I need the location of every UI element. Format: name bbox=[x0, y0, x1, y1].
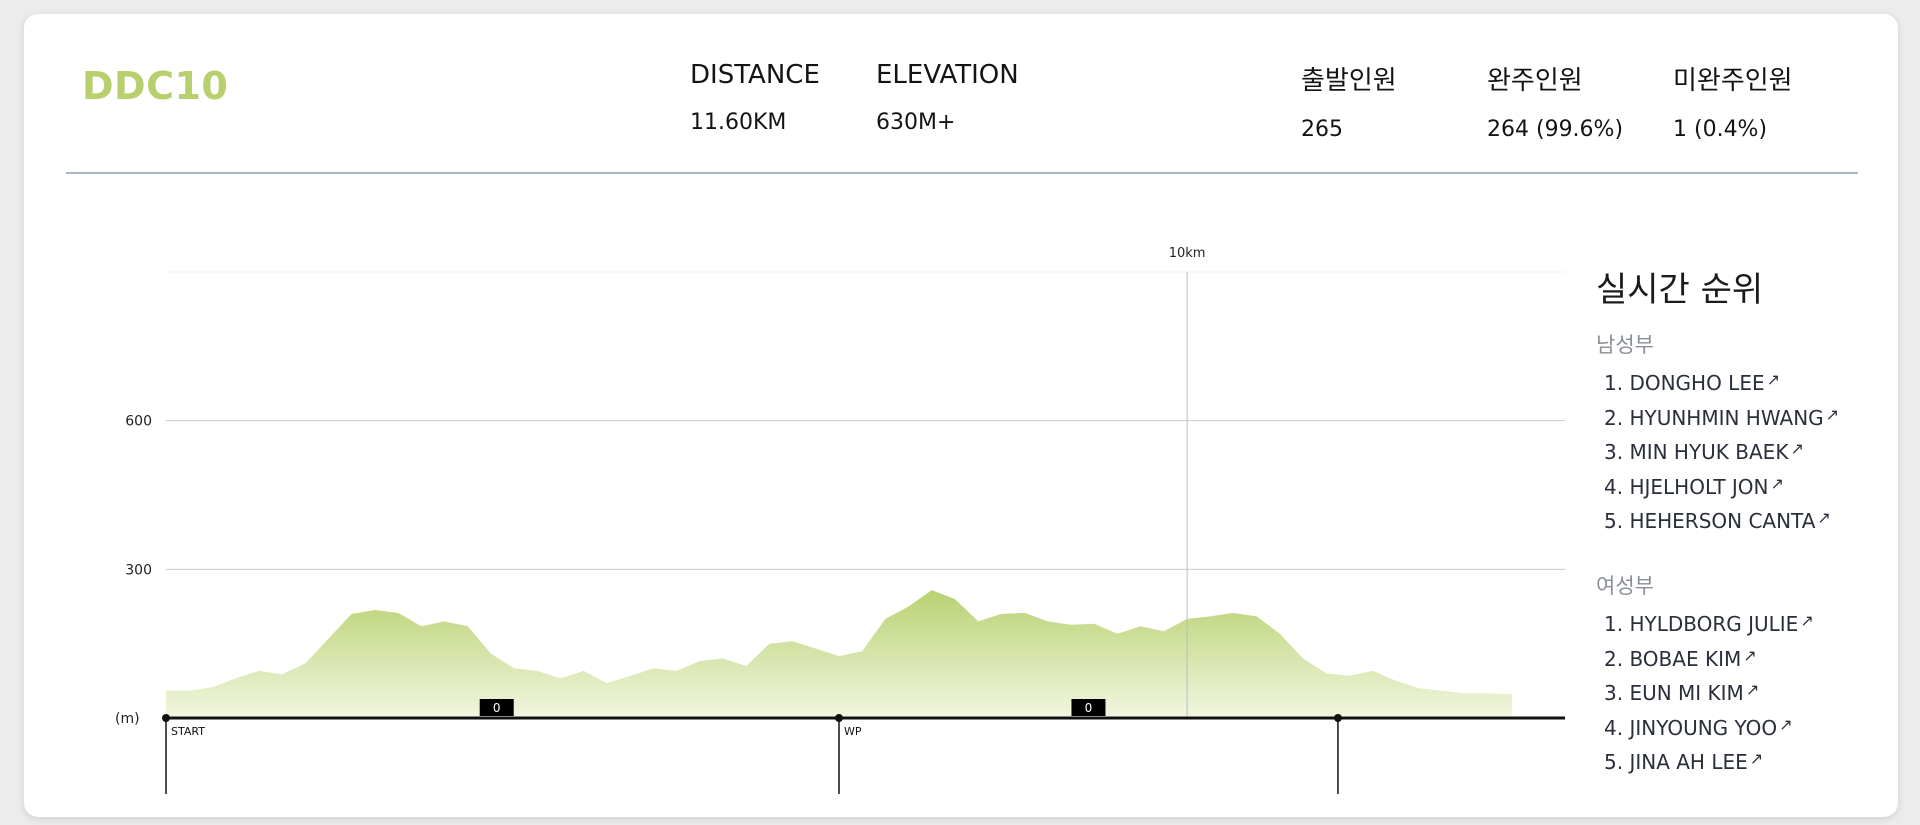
stat-label: 완주인원 bbox=[1487, 66, 1583, 96]
external-link-icon[interactable]: ↗ bbox=[1779, 714, 1793, 734]
runner-name[interactable]: 4. JINYOUNG YOO bbox=[1604, 715, 1778, 740]
external-link-icon[interactable]: ↗ bbox=[1766, 370, 1781, 389]
segment-badge bbox=[479, 699, 514, 716]
ranking-title: 실시간 순위 bbox=[1596, 270, 1764, 310]
ranking-item[interactable]: 1. DONGHO LEE ↗ bbox=[1604, 367, 1916, 402]
runner-name[interactable]: 4. HJELHOLT JON bbox=[1604, 474, 1769, 499]
ranking-item[interactable]: 3. EUN MI KIM ↗ bbox=[1604, 677, 1916, 712]
stat-label: DISTANCE bbox=[690, 60, 820, 90]
female-ranking-list: 1. HYLDBORG JULIE ↗ 2. BOBAE KIM ↗ 3. EUN … bbox=[1596, 608, 1916, 781]
header-divider bbox=[66, 172, 1858, 174]
runner-name[interactable]: 1. HYLDBORG JULIE bbox=[1604, 611, 1799, 636]
stat-label: 미완주인원 bbox=[1673, 66, 1793, 96]
stat-value: 630M+ bbox=[876, 110, 956, 135]
elevation-area bbox=[166, 590, 1512, 716]
stat-label: ELEVATION bbox=[876, 60, 1019, 90]
stat-value: 11.60KM bbox=[690, 110, 787, 135]
stat-value: 1 (0.4%) bbox=[1673, 117, 1768, 142]
female-group-label: 여성부 bbox=[1596, 573, 1654, 598]
stat-finishers: 완주인원 264 (99.6%) bbox=[1487, 60, 1623, 142]
male-ranking-list: 1. DONGHO LEE ↗ 2. HYUNHMIN HWANG ↗ 3. MIN… bbox=[1596, 367, 1916, 540]
stat-distance: DISTANCE 11.60KM bbox=[690, 60, 820, 135]
external-link-icon[interactable]: ↗ bbox=[1743, 645, 1757, 665]
marker-label: WP bbox=[844, 725, 862, 738]
stat-elevation: ELEVATION 630M+ bbox=[876, 60, 1019, 135]
runner-name[interactable]: 3. EUN MI KIM bbox=[1604, 681, 1744, 706]
external-link-icon[interactable]: ↗ bbox=[1817, 508, 1831, 528]
live-ranking-panel: 실시간 순위 남성부 1. DONGHO LEE ↗ 2. HYUNHMIN HW… bbox=[1596, 262, 1916, 781]
segment-badge-label: 0 bbox=[1085, 701, 1093, 715]
marker-label: START bbox=[171, 725, 205, 738]
runner-name[interactable]: 3. MIN HYUK BAEK bbox=[1604, 440, 1789, 465]
marker-dot bbox=[1333, 714, 1342, 722]
external-link-icon[interactable]: ↗ bbox=[1770, 473, 1784, 493]
ref-line-label: 10km bbox=[1169, 246, 1206, 261]
runner-name[interactable]: 5. HEHERSON CANTA bbox=[1604, 509, 1816, 534]
race-title: DDC10 bbox=[82, 64, 229, 108]
ranking-item[interactable]: 5. HEHERSON CANTA ↗ bbox=[1604, 505, 1916, 540]
y-axis-unit: (m) bbox=[115, 711, 140, 727]
stat-dnf: 미완주인원 1 (0.4%) bbox=[1673, 60, 1793, 142]
marker-dot bbox=[162, 714, 170, 722]
ranking-item[interactable]: 4. HJELHOLT JON ↗ bbox=[1604, 471, 1916, 506]
ranking-item[interactable]: 4. JINYOUNG YOO ↗ bbox=[1604, 712, 1916, 747]
y-tick-label: 600 bbox=[125, 414, 152, 430]
segment-badge-label: 0 bbox=[493, 701, 501, 715]
external-link-icon[interactable]: ↗ bbox=[1800, 610, 1814, 630]
ranking-item[interactable]: 1. HYLDBORG JULIE ↗ bbox=[1604, 608, 1916, 643]
runner-name[interactable]: 1. DONGHO LEE bbox=[1604, 371, 1765, 395]
external-link-icon[interactable]: ↗ bbox=[1790, 439, 1804, 459]
external-link-icon[interactable]: ↗ bbox=[1749, 749, 1764, 769]
stat-value: 264 (99.6%) bbox=[1487, 117, 1624, 142]
male-group-label: 남성부 bbox=[1596, 333, 1654, 357]
runner-name[interactable]: 2. HYUNHMIN HWANG bbox=[1604, 405, 1824, 430]
y-tick-label: 300 bbox=[125, 562, 152, 578]
runner-name[interactable]: 2. BOBAE KIM bbox=[1604, 646, 1742, 671]
marker-dot bbox=[835, 714, 843, 722]
ranking-item[interactable]: 2. HYUNHMIN HWANG ↗ bbox=[1604, 402, 1916, 437]
ranking-item[interactable]: 3. MIN HYUK BAEK ↗ bbox=[1604, 436, 1916, 471]
stat-value: 265 bbox=[1301, 117, 1343, 142]
stat-starters: 출발인원 265 bbox=[1301, 60, 1397, 142]
segment-badge bbox=[1071, 699, 1106, 716]
ranking-item[interactable]: 2. BOBAE KIM ↗ bbox=[1604, 643, 1916, 678]
ranking-item[interactable]: 5. JINA AH LEE ↗ bbox=[1604, 746, 1916, 781]
external-link-icon[interactable]: ↗ bbox=[1825, 404, 1840, 424]
elevation-chart: 300 600 10km (m) START WP 0 0 bbox=[115, 246, 1565, 794]
runner-name[interactable]: 5. JINA AH LEE bbox=[1604, 750, 1748, 775]
stat-label: 출발인원 bbox=[1301, 66, 1397, 96]
external-link-icon[interactable]: ↗ bbox=[1745, 680, 1760, 700]
